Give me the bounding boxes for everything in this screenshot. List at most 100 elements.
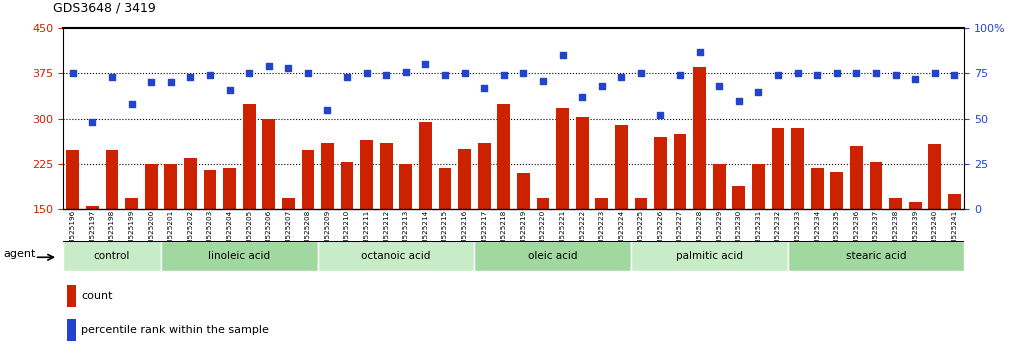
Point xyxy=(495,73,512,78)
Point xyxy=(339,74,355,80)
Text: control: control xyxy=(94,251,130,261)
Point xyxy=(398,69,414,74)
Bar xyxy=(517,173,530,299)
Bar xyxy=(419,122,432,299)
Point xyxy=(672,73,689,78)
Bar xyxy=(63,241,161,271)
Bar xyxy=(66,150,79,299)
Point xyxy=(241,71,257,76)
Point xyxy=(926,71,943,76)
Bar xyxy=(713,164,725,299)
Bar xyxy=(125,198,138,299)
Point xyxy=(731,98,747,103)
Bar xyxy=(497,104,511,299)
Point xyxy=(123,101,139,107)
Bar xyxy=(732,186,745,299)
Bar xyxy=(223,168,236,299)
Point xyxy=(300,71,316,76)
Point xyxy=(65,71,81,76)
Point xyxy=(633,71,649,76)
Bar xyxy=(929,144,941,299)
Point xyxy=(281,65,297,71)
Point xyxy=(770,73,786,78)
Bar xyxy=(144,164,158,299)
Bar xyxy=(341,162,354,299)
Point xyxy=(613,74,630,80)
Bar xyxy=(321,143,334,299)
Bar xyxy=(850,146,862,299)
Bar xyxy=(615,125,627,299)
Text: percentile rank within the sample: percentile rank within the sample xyxy=(81,325,268,335)
Bar xyxy=(673,134,686,299)
Bar xyxy=(262,119,275,299)
Bar xyxy=(459,149,471,299)
Point xyxy=(182,74,198,80)
Bar xyxy=(831,172,843,299)
Point xyxy=(888,73,904,78)
Bar xyxy=(478,143,490,299)
Point xyxy=(104,74,120,80)
Point xyxy=(652,112,668,118)
Point xyxy=(201,73,218,78)
Text: stearic acid: stearic acid xyxy=(846,251,906,261)
Point xyxy=(163,80,179,85)
Point xyxy=(222,87,238,92)
Bar xyxy=(106,150,118,299)
Point xyxy=(437,73,454,78)
Point xyxy=(476,85,492,91)
Bar xyxy=(870,162,883,299)
Bar xyxy=(302,150,314,299)
Point xyxy=(260,63,277,69)
Point xyxy=(457,71,473,76)
Bar xyxy=(438,168,452,299)
Point xyxy=(829,71,845,76)
Point xyxy=(907,76,923,82)
Bar xyxy=(576,118,589,299)
Bar xyxy=(282,198,295,299)
Text: count: count xyxy=(81,291,113,301)
Text: agent: agent xyxy=(3,249,36,259)
Bar xyxy=(317,241,474,271)
Point xyxy=(535,78,551,84)
Text: GDS3648 / 3419: GDS3648 / 3419 xyxy=(53,1,156,14)
Bar xyxy=(86,206,99,299)
Point xyxy=(359,71,375,76)
Bar xyxy=(243,104,255,299)
Bar xyxy=(632,241,788,271)
Bar xyxy=(791,128,804,299)
Point xyxy=(143,80,160,85)
Bar xyxy=(67,285,75,307)
Point xyxy=(868,71,884,76)
Bar xyxy=(948,194,961,299)
Text: octanoic acid: octanoic acid xyxy=(361,251,431,261)
Bar xyxy=(380,143,393,299)
Bar xyxy=(67,319,75,341)
Bar xyxy=(165,164,177,299)
Bar xyxy=(360,140,373,299)
Point xyxy=(378,73,395,78)
Bar xyxy=(909,202,921,299)
Text: palmitic acid: palmitic acid xyxy=(676,251,743,261)
Point xyxy=(848,71,864,76)
Point xyxy=(84,119,101,125)
Point xyxy=(946,73,962,78)
Bar xyxy=(635,198,647,299)
Point xyxy=(574,94,590,100)
Bar xyxy=(203,170,217,299)
Bar xyxy=(537,198,549,299)
Bar xyxy=(556,108,569,299)
Point xyxy=(711,83,727,89)
Bar xyxy=(595,198,608,299)
Text: oleic acid: oleic acid xyxy=(528,251,578,261)
Point xyxy=(417,62,433,67)
Point xyxy=(751,89,767,95)
Point xyxy=(594,83,610,89)
Bar xyxy=(788,241,964,271)
Point xyxy=(692,49,708,55)
Bar xyxy=(654,137,667,299)
Bar xyxy=(753,164,765,299)
Bar xyxy=(811,168,824,299)
Bar xyxy=(400,164,412,299)
Bar xyxy=(694,67,706,299)
Bar xyxy=(772,128,784,299)
